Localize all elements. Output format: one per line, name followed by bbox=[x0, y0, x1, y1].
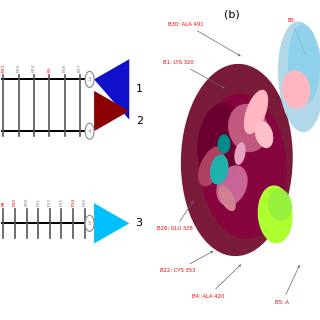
Ellipse shape bbox=[278, 21, 320, 132]
Ellipse shape bbox=[216, 165, 248, 206]
Ellipse shape bbox=[197, 103, 244, 185]
Polygon shape bbox=[94, 91, 129, 131]
Ellipse shape bbox=[199, 94, 287, 239]
Text: 1: 1 bbox=[136, 84, 143, 94]
Text: B30: B30 bbox=[25, 197, 28, 206]
Text: P34: P34 bbox=[71, 198, 75, 206]
Text: B24: B24 bbox=[32, 64, 36, 72]
Ellipse shape bbox=[219, 186, 236, 211]
Circle shape bbox=[85, 215, 94, 231]
Text: P35: P35 bbox=[60, 198, 63, 206]
Text: 2: 2 bbox=[136, 116, 143, 126]
Text: P8: P8 bbox=[1, 201, 5, 206]
Ellipse shape bbox=[255, 121, 273, 148]
Text: P31: P31 bbox=[36, 198, 40, 206]
Ellipse shape bbox=[258, 185, 293, 244]
Ellipse shape bbox=[244, 90, 268, 134]
Text: B30: ALA 491: B30: ALA 491 bbox=[168, 21, 240, 56]
Ellipse shape bbox=[218, 134, 230, 154]
Text: B22: CYS 353: B22: CYS 353 bbox=[160, 251, 213, 273]
Ellipse shape bbox=[234, 142, 246, 165]
Ellipse shape bbox=[210, 155, 228, 185]
Text: 5: 5 bbox=[88, 221, 91, 226]
Text: B21: B21 bbox=[1, 64, 5, 72]
Ellipse shape bbox=[282, 70, 310, 109]
Ellipse shape bbox=[288, 24, 320, 104]
Text: B5: B5 bbox=[47, 66, 51, 72]
Text: B26: B26 bbox=[63, 64, 67, 72]
Text: (b): (b) bbox=[224, 10, 240, 20]
Ellipse shape bbox=[181, 64, 293, 256]
Text: B27: B27 bbox=[78, 64, 82, 72]
Text: B5: A: B5: A bbox=[275, 266, 300, 305]
Ellipse shape bbox=[268, 189, 292, 221]
Ellipse shape bbox=[228, 104, 268, 152]
Text: P32: P32 bbox=[48, 198, 52, 206]
Polygon shape bbox=[94, 59, 129, 120]
Polygon shape bbox=[94, 203, 129, 244]
Text: P20: P20 bbox=[13, 198, 17, 206]
Text: B23: B23 bbox=[17, 64, 20, 72]
Text: 3: 3 bbox=[136, 218, 143, 228]
Text: B1: LYS 320: B1: LYS 320 bbox=[163, 60, 224, 88]
Text: 3: 3 bbox=[88, 77, 91, 82]
Text: B3: B3 bbox=[288, 18, 306, 54]
Circle shape bbox=[85, 123, 94, 139]
Text: B26: GLU 328: B26: GLU 328 bbox=[157, 201, 193, 231]
Text: B4: ALA 420: B4: ALA 420 bbox=[192, 265, 241, 299]
Text: P35: P35 bbox=[83, 198, 87, 206]
Circle shape bbox=[85, 71, 94, 87]
Text: 4: 4 bbox=[88, 129, 91, 134]
Ellipse shape bbox=[198, 147, 224, 186]
